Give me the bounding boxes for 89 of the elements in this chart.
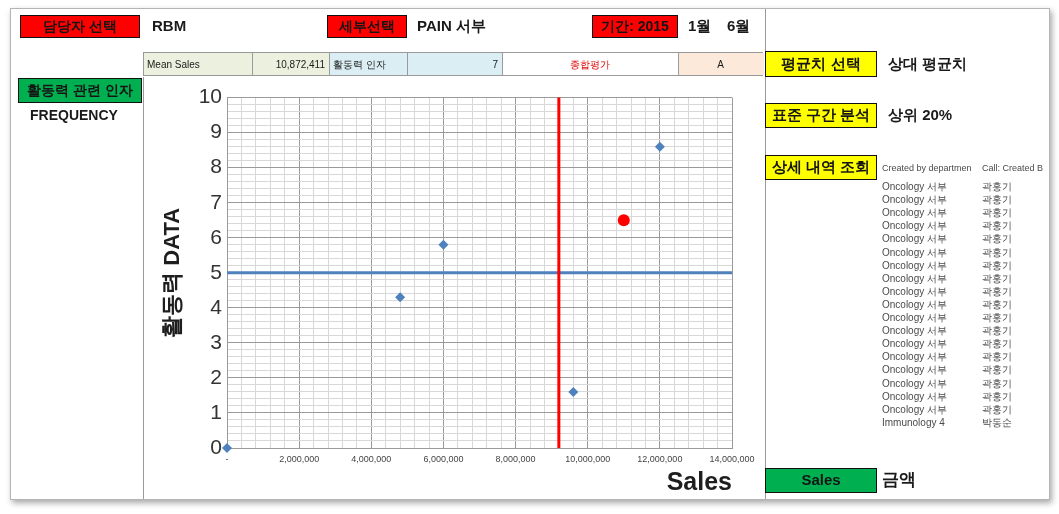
y-tick-label: 6 [210, 224, 222, 248]
text: Oncology 서부 [882, 272, 948, 285]
point [568, 386, 579, 397]
button: 표준 구간 분석 [765, 103, 877, 128]
text: 곽홍기 [982, 194, 1012, 207]
text: 종합평가 [570, 58, 610, 70]
text: Oncology 서부 [882, 338, 948, 351]
x-tick-label: 4,000,000 [351, 453, 392, 464]
y-axis-title: 활동력 DATA [159, 207, 185, 338]
text: Oncology 서부 [882, 220, 948, 233]
text: 곽홍기 [982, 246, 1012, 259]
text: Oncology 서부 [882, 390, 948, 403]
y-tick-label: 3 [210, 329, 222, 353]
text: 1월 [688, 17, 712, 35]
text: 10,872,411 [275, 58, 325, 70]
y-tick-label: 9 [210, 119, 222, 143]
text: 곽홍기 [982, 325, 1012, 338]
text: Oncology 서부 [882, 377, 948, 390]
text: Oncology 서부 [882, 285, 948, 298]
point [395, 292, 406, 303]
text: Oncology 서부 [882, 325, 948, 338]
y-tick-label: 1 [210, 399, 222, 423]
text: 곽홍기 [982, 233, 1012, 246]
point [222, 443, 232, 453]
text: Oncology 서부 [882, 233, 948, 246]
button: 기간: 2015 [592, 15, 678, 38]
text: Oncology 서부 [882, 246, 948, 259]
x-tick-label: 12,000,000 [637, 453, 683, 464]
y-tick-label: 7 [210, 189, 222, 213]
x-tick-label: 8,000,000 [495, 453, 536, 464]
button: 담당자 선택 [20, 15, 140, 38]
x-tick-label: - [225, 453, 229, 464]
text: Oncology 서부 [882, 181, 948, 193]
y-tick-label: 2 [210, 364, 222, 388]
x-axis-title: Sales [666, 466, 732, 495]
text: 곽홍기 [982, 298, 1012, 311]
button: 활동력 관련 인자 [18, 78, 142, 103]
text: Oncology 서부 [882, 312, 948, 324]
y-tick-label: 4 [210, 294, 223, 318]
point [654, 141, 665, 152]
button: 상세 내역 조회 [765, 155, 877, 180]
text: Created by departmen [882, 162, 972, 174]
text: 곽홍기 [982, 390, 1012, 403]
text: 곽홍기 [982, 259, 1012, 272]
text: 박동순 [982, 416, 1012, 429]
button: 평균치 선택 [765, 51, 877, 77]
x-tick-label: 10,000,000 [565, 453, 611, 464]
text: 곽홍기 [982, 207, 1012, 220]
text: Oncology 서부 [882, 364, 948, 377]
text: 곽홍기 [982, 403, 1012, 416]
text: Immunology 4 [882, 416, 945, 429]
text: 7 [492, 58, 498, 70]
text: A [717, 58, 724, 70]
text: PAIN 서부 [417, 17, 486, 35]
x-tick-label: 6,000,000 [423, 453, 464, 464]
text: FREQUENCY [30, 107, 118, 124]
point [438, 239, 449, 250]
text: 곽홍기 [982, 285, 1012, 298]
text: 6월 [727, 17, 751, 35]
text: 활동력 인자 [333, 58, 386, 70]
text: 곽홍기 [982, 351, 1012, 364]
text: Oncology 서부 [882, 351, 948, 364]
button: 세부선택 [327, 15, 407, 38]
y-tick-label: 10 [198, 84, 222, 108]
y-tick-label: 0 [210, 434, 222, 458]
text: Mean Sales [147, 58, 200, 70]
text: 상대 평균치 [888, 54, 968, 73]
y-tick-label: 5 [210, 259, 222, 283]
text: 금액 [882, 470, 916, 490]
x-tick-label: 2,000,000 [279, 453, 320, 464]
text: Call: Created B [982, 162, 1044, 174]
text: RBM [152, 17, 187, 35]
text: 곽홍기 [982, 272, 1012, 285]
text: 곽홍기 [982, 220, 1012, 233]
text: 상위 20% [888, 106, 953, 124]
y-tick-label: 8 [210, 154, 222, 178]
text: Oncology 서부 [882, 207, 948, 220]
text: 곽홍기 [982, 312, 1012, 324]
button: Sales [765, 468, 877, 493]
text: 곽홍기 [982, 364, 1012, 377]
x-tick-label: 14,000,000 [709, 453, 755, 464]
text: Oncology 서부 [882, 194, 948, 207]
text: Oncology 서부 [882, 259, 948, 272]
text: Oncology 서부 [882, 403, 948, 416]
point [617, 214, 630, 227]
text: 곽홍기 [982, 377, 1012, 390]
text: Oncology 서부 [882, 298, 948, 311]
text: 곽홍기 [982, 181, 1012, 193]
text: 곽홍기 [982, 338, 1012, 351]
